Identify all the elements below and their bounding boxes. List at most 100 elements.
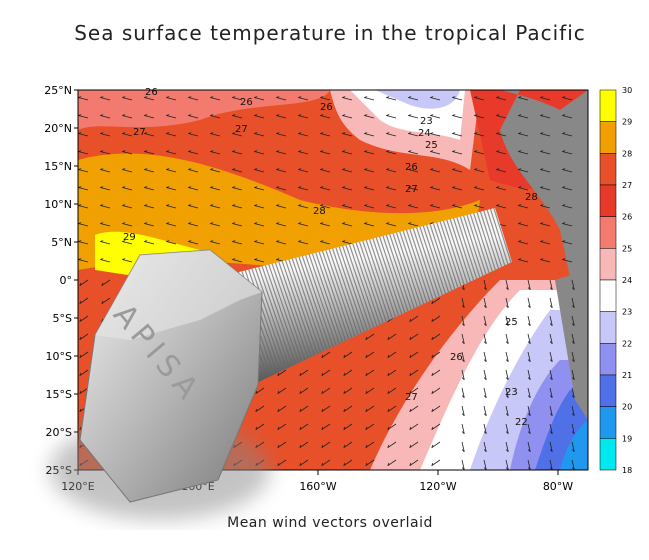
- wind-arrow-head: [342, 168, 346, 170]
- colorbar-swatch: [599, 248, 617, 281]
- wind-arrow: [430, 169, 441, 173]
- wind-arrow-head: [571, 431, 575, 435]
- wind-arrow: [527, 351, 531, 362]
- wind-arrow: [527, 459, 531, 470]
- wind-arrow: [483, 459, 487, 470]
- wind-arrow: [527, 387, 531, 398]
- wind-arrow-head: [365, 426, 368, 430]
- lat-axis: 25°N20°N15°N10°N5°N0°5°S10°S15°S20°S25°S: [44, 84, 78, 477]
- wind-arrow: [387, 369, 397, 376]
- wind-arrow: [461, 333, 465, 344]
- wind-arrow-head: [364, 150, 368, 152]
- colorbar-label: 30: [622, 86, 632, 95]
- wind-arrow-head: [144, 186, 148, 188]
- wind-arrow: [166, 115, 177, 119]
- wind-arrow-head: [549, 359, 553, 363]
- wind-arrow-head: [365, 336, 368, 340]
- wind-arrow-head: [387, 444, 390, 448]
- wind-arrow: [474, 115, 485, 119]
- wind-arrow-head: [188, 132, 192, 134]
- bolt-thread: [493, 208, 512, 263]
- wind-arrow: [122, 133, 133, 137]
- wind-arrow: [320, 205, 331, 209]
- colorbar-swatch: [599, 311, 617, 344]
- wind-arrow: [409, 423, 419, 430]
- wind-arrow: [100, 115, 111, 119]
- wind-arrow: [562, 151, 573, 155]
- wind-arrow: [277, 441, 287, 448]
- wind-arrow-head: [562, 186, 566, 188]
- wind-arrow: [277, 387, 287, 394]
- wind-arrow: [409, 333, 419, 340]
- wind-arrow: [254, 133, 265, 137]
- bolt-thread: [355, 242, 384, 324]
- wind-arrow-head: [78, 132, 82, 134]
- wind-arrow: [276, 187, 287, 191]
- wind-arrow: [232, 133, 243, 137]
- wind-arrow-head: [483, 341, 487, 345]
- wind-arrow-head: [518, 168, 522, 170]
- wind-arrow: [232, 259, 243, 263]
- wind-arrow: [540, 187, 551, 191]
- wind-arrow: [210, 97, 221, 101]
- wind-arrow: [100, 223, 111, 227]
- wind-arrow: [483, 387, 487, 398]
- wind-arrow: [386, 133, 397, 137]
- wind-arrow-head: [299, 372, 302, 376]
- wind-arrow-head: [122, 204, 126, 206]
- lat-label: 5°N: [51, 236, 72, 249]
- bolt-thread: [392, 233, 418, 307]
- wind-arrow-head: [386, 132, 390, 134]
- wind-arrow: [461, 297, 465, 308]
- wind-arrow: [496, 115, 507, 119]
- wind-arrow: [100, 241, 111, 245]
- wind-arrow-head: [299, 426, 302, 430]
- wind-arrow: [342, 97, 353, 101]
- wind-arrow: [430, 205, 441, 209]
- bolt-thread: [301, 255, 334, 347]
- bolt-thread: [432, 223, 456, 290]
- wind-arrow-head: [431, 372, 434, 376]
- bolt-thread: [274, 262, 309, 359]
- wind-arrow: [277, 405, 287, 412]
- wind-arrow-head: [408, 186, 412, 188]
- wind-arrow: [408, 97, 419, 101]
- colorbar-swatch: [599, 279, 617, 312]
- wind-arrow: [254, 187, 265, 191]
- wind-arrow: [483, 423, 487, 434]
- wind-arrow-head: [276, 132, 280, 134]
- wind-arrow-head: [483, 413, 487, 417]
- wind-arrow: [387, 423, 397, 430]
- wind-arrow: [505, 387, 509, 398]
- wind-arrow: [122, 241, 133, 245]
- wind-arrow-head: [461, 287, 465, 291]
- wind-arrow-head: [144, 150, 148, 152]
- wind-arrow-head: [387, 390, 390, 394]
- wind-arrow-head: [298, 222, 302, 224]
- wind-arrow: [232, 223, 243, 227]
- wind-arrow-head: [571, 449, 575, 453]
- wind-arrow: [78, 205, 89, 209]
- wind-arrow: [483, 351, 487, 362]
- wind-arrow-head: [254, 204, 258, 206]
- wind-arrow: [386, 187, 397, 191]
- wind-arrow-head: [549, 395, 553, 399]
- wind-arrow-head: [299, 444, 302, 448]
- wind-arrow-head: [342, 204, 346, 206]
- wind-arrow-head: [549, 377, 553, 381]
- wind-arrow-head: [232, 186, 236, 188]
- wind-arrow-head: [461, 305, 465, 309]
- contour-label: 28: [313, 206, 326, 217]
- wind-arrow: [276, 133, 287, 137]
- wind-arrow: [540, 205, 551, 209]
- wind-arrow: [122, 223, 133, 227]
- wind-arrow: [320, 241, 331, 245]
- wind-arrow-head: [518, 114, 522, 116]
- wind-arrow: [122, 151, 133, 155]
- contour-label: 27: [405, 392, 418, 403]
- bolt-thread: [338, 246, 369, 331]
- wind-arrow: [78, 115, 89, 119]
- wind-arrow-head: [276, 150, 280, 152]
- wind-arrow-head: [254, 186, 258, 188]
